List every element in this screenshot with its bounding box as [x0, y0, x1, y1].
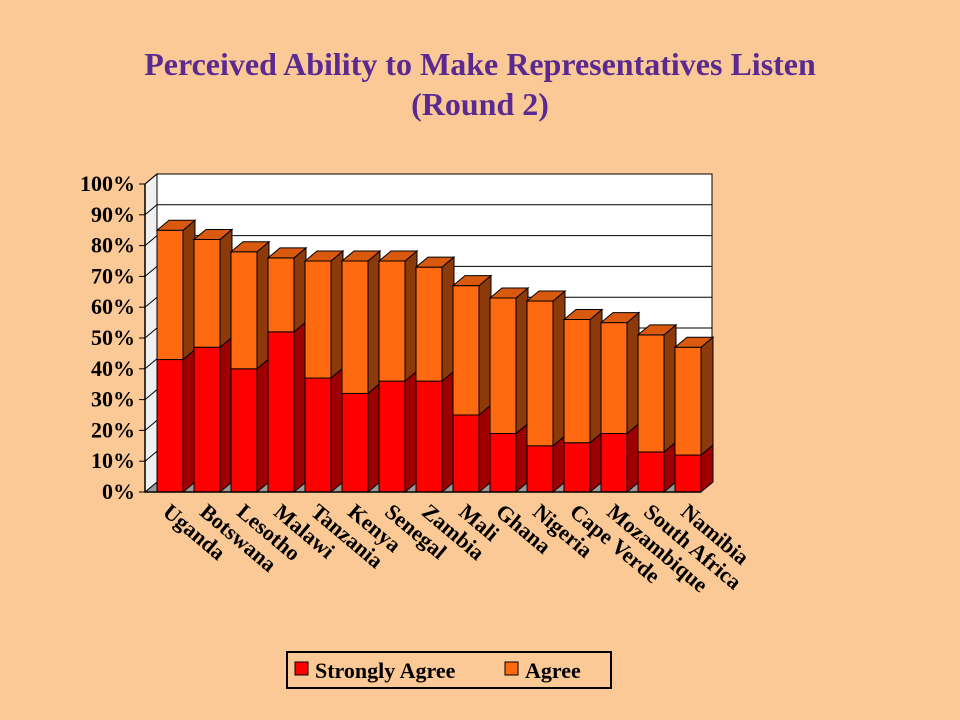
y-tick-label: 10% [91, 448, 135, 473]
bar-segment-agree [636, 323, 678, 454]
bar-segment-strongly-agree [526, 434, 566, 494]
bar-segment-strongly-agree [341, 382, 381, 494]
bar-segment-strongly-agree [452, 403, 492, 494]
bar-segment-agree [488, 286, 530, 435]
x-axis: UgandaBotswanaLesothoMalawiTanzaniaKenya… [145, 491, 754, 597]
legend-box [286, 651, 612, 689]
y-tick-label: 20% [91, 417, 135, 442]
y-tick-label: 50% [91, 325, 135, 350]
legend: Strongly Agree Agree [286, 651, 612, 689]
legend-label: Strongly Agree [315, 658, 456, 683]
bar-segment-strongly-agree [156, 348, 196, 494]
legend-swatch [294, 661, 309, 676]
bar-segment-agree [377, 249, 419, 383]
gridline [144, 173, 712, 185]
bar-segment-strongly-agree [193, 336, 233, 494]
bar-segment-agree [525, 289, 567, 447]
chart-title: Perceived Ability to Make Representative… [0, 44, 960, 124]
y-tick-label: 40% [91, 356, 135, 381]
chart-title-line-1: Perceived Ability to Make Representative… [144, 46, 816, 82]
y-tick-label: 60% [91, 294, 135, 319]
y-tick-label: 30% [91, 387, 135, 412]
bar-segment-strongly-agree [415, 370, 455, 494]
bar-segment-strongly-agree [267, 320, 307, 494]
y-tick-label: 80% [91, 233, 135, 258]
y-tick-label: 90% [91, 202, 135, 227]
bar-segment-strongly-agree [230, 357, 270, 494]
gridline [144, 204, 712, 216]
bar-segment-agree [229, 240, 271, 370]
bars [155, 219, 715, 494]
bar-segment-strongly-agree [378, 370, 418, 494]
bar-segment-agree [451, 274, 493, 417]
bar-segment-agree [266, 246, 308, 333]
bar-segment-agree [303, 249, 345, 380]
bar-segment-strongly-agree [600, 422, 640, 494]
y-tick-label: 70% [91, 263, 135, 288]
bar-segment-agree [562, 308, 604, 444]
chart-title-line-2: (Round 2) [411, 86, 549, 122]
bar-segment-agree [673, 336, 715, 457]
legend-swatch [504, 661, 519, 676]
bar-segment-agree [155, 219, 197, 361]
legend-label: Agree [525, 658, 581, 683]
y-axis: 0% 10% 20% 30% 40% 50% 60% 70% 80% 90% 100% [80, 171, 146, 504]
bar-segment-strongly-agree [304, 366, 344, 494]
bar-segment-agree [414, 256, 456, 383]
y-tick-label: 0% [102, 479, 135, 504]
bar-segment-agree [192, 228, 234, 349]
bar-segment-agree [599, 311, 641, 435]
bar-segment-agree [340, 249, 382, 395]
bar-segment-strongly-agree [637, 440, 677, 494]
y-tick-label: 100% [80, 171, 135, 196]
